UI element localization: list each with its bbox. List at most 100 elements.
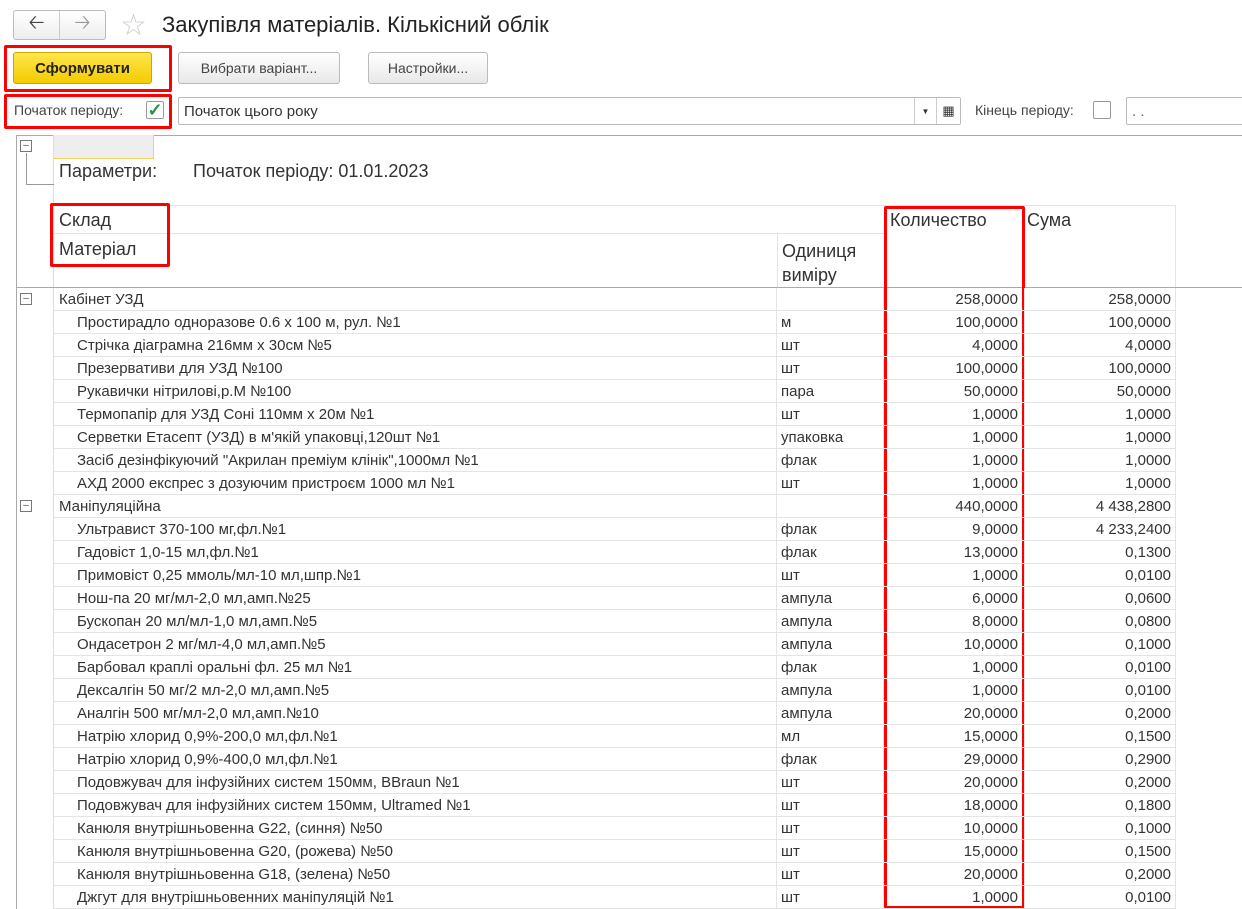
period-start-field[interactable]: Початок цього року ▼ ▦ — [178, 97, 961, 125]
quantity: 4,0000 — [884, 334, 1025, 356]
choose-variant-button[interactable]: Вибрати варіант... — [178, 52, 340, 84]
nav-buttons: 🡠 🡢 — [13, 10, 106, 40]
table-row[interactable]: Засіб дезінфікуючий "Акрилан преміум клі… — [54, 449, 1176, 472]
settings-button[interactable]: Настройки... — [368, 52, 488, 84]
table-header: Склад Матеріал Одиниця виміру Количество… — [54, 205, 1176, 288]
table-row[interactable]: Аналгін 500 мг/мл-2,0 мл,амп.№10 ампула … — [54, 702, 1176, 725]
sum: 0,0100 — [1025, 886, 1176, 908]
table-row[interactable]: Барбовал краплі оральні фл. 25 мл №1 фла… — [54, 656, 1176, 679]
quantity: 1,0000 — [884, 472, 1025, 494]
table-row[interactable]: Натрію хлорид 0,9%-400,0 мл,фл.№1 флак 2… — [54, 748, 1176, 771]
table-row[interactable]: Подовжувач для інфузійних систем 150мм, … — [54, 771, 1176, 794]
generate-button[interactable]: Сформувати — [13, 52, 152, 84]
table-row[interactable]: Подовжувач для інфузійних систем 150мм, … — [54, 794, 1176, 817]
material-name: Простирадло одноразове 0.6 х 100 м, рул.… — [54, 311, 777, 333]
collapse-group-icon[interactable]: – — [20, 293, 32, 305]
header-divider — [16, 287, 1242, 288]
quantity: 10,0000 — [884, 633, 1025, 655]
group-sum: 4 438,2800 — [1025, 495, 1176, 517]
unit: мл — [777, 725, 884, 747]
sum: 0,2000 — [1025, 771, 1176, 793]
unit: м — [777, 311, 884, 333]
forward-button[interactable]: 🡢 — [59, 11, 105, 39]
sum: 4,0000 — [1025, 334, 1176, 356]
collapse-group-icon[interactable]: – — [20, 500, 32, 512]
group-row[interactable]: Маніпуляційна 440,0000 4 438,2800 — [54, 495, 1176, 518]
quantity: 1,0000 — [884, 564, 1025, 586]
material-name: Презервативи для УЗД №100 — [54, 357, 777, 379]
unit: ампула — [777, 610, 884, 632]
period-start-value: Початок цього року — [184, 102, 318, 120]
period-end-checkbox[interactable] — [1093, 101, 1111, 119]
material-name: Термопапір для УЗД Соні 110мм х 20м №1 — [54, 403, 777, 425]
unit: флак — [777, 541, 884, 563]
quantity: 29,0000 — [884, 748, 1025, 770]
table-row[interactable]: Рукавички нітрилові,р.М №100 пара 50,000… — [54, 380, 1176, 403]
table-row[interactable]: Термопапір для УЗД Соні 110мм х 20м №1 ш… — [54, 403, 1176, 426]
material-name: Джгут для внутрішньовенних маніпуляцій №… — [54, 886, 777, 908]
unit: шт — [777, 334, 884, 356]
material-name: Ондасетрон 2 мг/мл-4,0 мл,амп.№5 — [54, 633, 777, 655]
group-sum: 258,0000 — [1025, 288, 1176, 310]
sum: 0,1300 — [1025, 541, 1176, 563]
table-row[interactable]: АХД 2000 експрес з дозуючим пристроєм 10… — [54, 472, 1176, 495]
table-row[interactable]: Презервативи для УЗД №100 шт 100,0000 10… — [54, 357, 1176, 380]
sum: 0,1500 — [1025, 840, 1176, 862]
quantity: 1,0000 — [884, 679, 1025, 701]
calendar-icon[interactable]: ▦ — [936, 98, 960, 124]
sum: 1,0000 — [1025, 426, 1176, 448]
period-end-field[interactable]: . . — [1126, 97, 1242, 125]
period-start-checkbox[interactable]: ✓ — [146, 100, 164, 120]
table-row[interactable]: Стрічка діаграмна 216мм х 30см №5 шт 4,0… — [54, 334, 1176, 357]
table-row[interactable]: Бускопан 20 мл/мл-1,0 мл,амп.№5 ампула 8… — [54, 610, 1176, 633]
table-row[interactable]: Джгут для внутрішньовенних маніпуляцій №… — [54, 886, 1176, 909]
sum: 0,1000 — [1025, 633, 1176, 655]
quantity: 20,0000 — [884, 702, 1025, 724]
table-row[interactable]: Ультравист 370-100 мг,фл.№1 флак 9,0000 … — [54, 518, 1176, 541]
table-row[interactable]: Нош-па 20 мг/мл-2,0 мл,амп.№25 ампула 6,… — [54, 587, 1176, 610]
sum: 100,0000 — [1025, 357, 1176, 379]
selected-cell[interactable] — [54, 135, 154, 159]
unit: пара — [777, 380, 884, 402]
group-name: Маніпуляційна — [54, 495, 777, 517]
favorite-star-icon[interactable]: ☆ — [120, 9, 147, 42]
material-name: Ультравист 370-100 мг,фл.№1 — [54, 518, 777, 540]
sum: 0,2900 — [1025, 748, 1176, 770]
table-row[interactable]: Ондасетрон 2 мг/мл-4,0 мл,амп.№5 ампула … — [54, 633, 1176, 656]
table-row[interactable]: Дексалгін 50 мг/2 мл-2,0 мл,амп.№5 ампул… — [54, 679, 1176, 702]
table-row[interactable]: Серветки Етасепт (УЗД) в м'якій упаковці… — [54, 426, 1176, 449]
header-unit: Одиниця виміру — [782, 241, 857, 285]
highlight-box — [4, 45, 172, 92]
unit: шт — [777, 863, 884, 885]
table-row[interactable]: Простирадло одноразове 0.6 х 100 м, рул.… — [54, 311, 1176, 334]
material-name: Подовжувач для інфузійних систем 150мм, … — [54, 771, 777, 793]
unit: упаковка — [777, 426, 884, 448]
unit: шт — [777, 472, 884, 494]
period-start-label: Початок періоду: — [14, 102, 124, 118]
sum: 4 233,2400 — [1025, 518, 1176, 540]
group-name: Кабінет УЗД — [54, 288, 777, 310]
material-name: Гадовіст 1,0-15 мл,фл.№1 — [54, 541, 777, 563]
back-button[interactable]: 🡠 — [28, 12, 45, 34]
quantity: 1,0000 — [884, 656, 1025, 678]
group-row[interactable]: Кабінет УЗД 258,0000 258,0000 — [54, 288, 1176, 311]
table-row[interactable]: Канюля внутрішньовенна G20, (рожева) №50… — [54, 840, 1176, 863]
sum: 0,0100 — [1025, 656, 1176, 678]
table-row[interactable]: Гадовіст 1,0-15 мл,фл.№1 флак 13,0000 0,… — [54, 541, 1176, 564]
table-row[interactable]: Натрію хлорид 0,9%-200,0 мл,фл.№1 мл 15,… — [54, 725, 1176, 748]
dropdown-arrow-icon[interactable]: ▼ — [914, 98, 936, 124]
unit: ампула — [777, 587, 884, 609]
material-name: Засіб дезінфікуючий "Акрилан преміум клі… — [54, 449, 777, 471]
quantity: 50,0000 — [884, 380, 1025, 402]
quantity: 8,0000 — [884, 610, 1025, 632]
table-row[interactable]: Канюля внутрішньовенна G22, (синня) №50 … — [54, 817, 1176, 840]
material-name: Рукавички нітрилові,р.М №100 — [54, 380, 777, 402]
table-row[interactable]: Примовіст 0,25 ммоль/мл-10 мл,шпр.№1 шт … — [54, 564, 1176, 587]
collapse-params-icon[interactable]: – — [20, 140, 32, 152]
table-row[interactable]: Канюля внутрішньовенна G18, (зелена) №50… — [54, 863, 1176, 886]
material-name: Дексалгін 50 мг/2 мл-2,0 мл,амп.№5 — [54, 679, 777, 701]
period-end-label: Кінець періоду: — [975, 102, 1074, 118]
header-warehouse: Склад — [59, 210, 112, 230]
unit: флак — [777, 748, 884, 770]
unit: шт — [777, 840, 884, 862]
